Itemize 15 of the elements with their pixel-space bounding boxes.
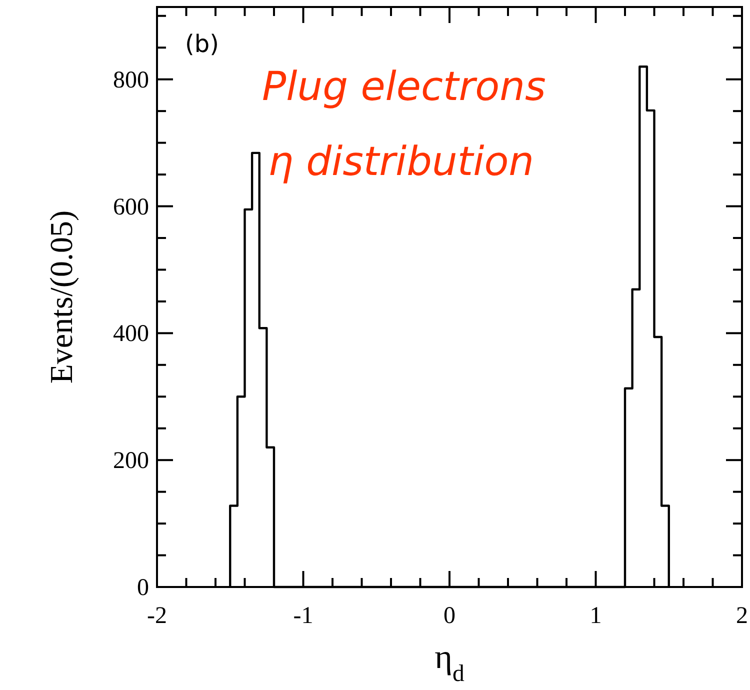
y-tick-label: 400 xyxy=(113,321,149,348)
y-tick-label: 800 xyxy=(113,67,149,94)
annotation: η distribution xyxy=(268,139,534,185)
x-tick-label: 2 xyxy=(736,603,748,629)
x-tick-label: 1 xyxy=(590,603,602,629)
x-tick-label: -1 xyxy=(293,603,314,629)
y-tick-label: 200 xyxy=(113,448,149,474)
y-tick-label: 0 xyxy=(137,575,149,601)
annotation: Plug electrons xyxy=(262,64,546,110)
x-axis-title: η$_{d}$ xyxy=(434,639,464,687)
x-tick-label: -2 xyxy=(147,603,167,629)
x-tick-label: 0 xyxy=(444,603,456,629)
y-axis-title: Events/(0.05) xyxy=(43,210,79,384)
annotation: (b) xyxy=(185,30,219,58)
y-tick-label: 600 xyxy=(113,194,149,220)
